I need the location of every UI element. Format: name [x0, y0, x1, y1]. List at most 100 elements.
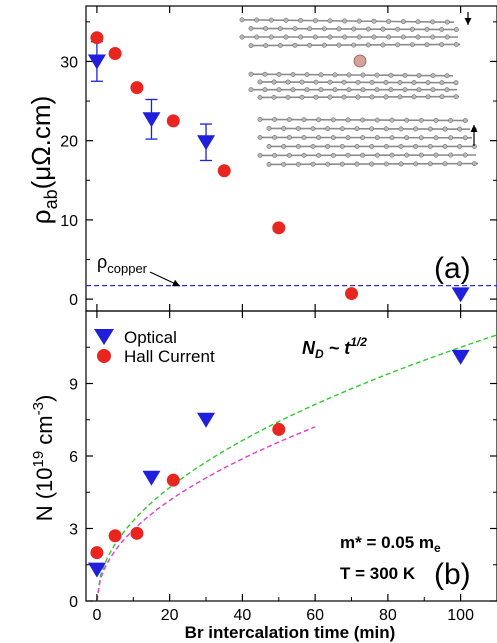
- inset-atom: [290, 72, 296, 77]
- inset-atom: [254, 17, 260, 23]
- inset-atom: [383, 126, 389, 132]
- inset-atom: [262, 71, 268, 77]
- inset-atom: [310, 126, 316, 132]
- inset-atom: [416, 73, 422, 78]
- inset-atom: [439, 80, 445, 86]
- inset-atom: [404, 135, 410, 141]
- inset-atom: [389, 135, 395, 141]
- inset-atom: [257, 79, 263, 85]
- inset-atom: [336, 42, 342, 48]
- inset-atom: [430, 19, 436, 25]
- a-hall-point: [345, 287, 359, 301]
- inset-atom: [330, 152, 336, 158]
- inset-atom: [374, 72, 380, 78]
- inset-atom: [442, 143, 448, 149]
- inset-atom: [257, 134, 263, 140]
- inset-atom: [283, 17, 289, 23]
- inset-atom: [402, 72, 408, 78]
- inset-atom: [371, 34, 377, 40]
- inset-atom: [277, 26, 283, 32]
- inset-atom: [383, 79, 389, 85]
- panel-a-ylabel: ρab(μΩ.cm): [26, 96, 61, 224]
- inset-atom: [411, 80, 417, 85]
- inset-atom: [383, 161, 389, 167]
- inset-atom: [413, 143, 419, 149]
- inset-atom: [332, 87, 338, 93]
- inset-atom: [257, 152, 263, 158]
- inset-atom: [271, 94, 277, 100]
- inset-atom: [263, 43, 269, 48]
- inset-atom: [286, 117, 292, 123]
- inset-atom: [411, 94, 417, 100]
- inset-atom: [360, 72, 366, 78]
- inset-atom: [427, 126, 433, 132]
- inset-atom: [444, 73, 450, 79]
- inset-atom: [341, 79, 347, 85]
- inset-atom: [462, 135, 468, 141]
- inset-atom: [346, 87, 352, 93]
- a-optical-point: [142, 112, 161, 128]
- inset-atom: [312, 34, 318, 40]
- inset-atom: [295, 161, 301, 167]
- inset-atom: [341, 94, 347, 100]
- inset-atom: [418, 135, 424, 141]
- a-ytick-label: 30: [60, 54, 78, 71]
- ylabel-a-units: (μΩ.cm): [26, 96, 56, 190]
- b-optical-point: [197, 412, 216, 428]
- b-xtick-label: 100: [447, 607, 474, 624]
- a-optical-point: [87, 54, 106, 70]
- inset-atom: [313, 94, 319, 100]
- inset-atom: [400, 34, 406, 40]
- inset-atom: [286, 135, 292, 140]
- b-hall-point: [166, 473, 180, 487]
- b-fit-curve: [96, 426, 316, 602]
- inset-atom: [313, 79, 319, 85]
- inset-atom: [321, 42, 327, 48]
- inset-atom: [283, 34, 289, 40]
- inset-atom: [339, 161, 345, 167]
- inset-atom: [374, 152, 380, 158]
- legend-hall-label: Hall Current: [124, 347, 215, 366]
- ylabel-a-base: ρ: [26, 209, 56, 224]
- inset-atom: [356, 34, 362, 40]
- inset-atom: [316, 135, 322, 140]
- inset-atom: [369, 143, 375, 149]
- b-hall-point: [130, 526, 144, 540]
- inset-atom: [416, 87, 422, 93]
- inset-atom: [327, 79, 333, 85]
- temp-annotation: T = 300 K: [340, 564, 416, 583]
- inset-atom: [266, 161, 272, 167]
- inset-atom: [462, 152, 468, 158]
- inset-atom: [398, 126, 404, 132]
- inset-atom: [281, 161, 287, 167]
- inset-atom: [266, 125, 272, 131]
- inset-atom: [286, 152, 292, 158]
- inset-atom: [299, 94, 305, 100]
- inset-atom: [457, 161, 463, 167]
- inset-atom: [318, 72, 324, 78]
- inset-atom: [290, 87, 296, 93]
- inset-atom: [386, 18, 392, 24]
- intercalant-atom: [353, 54, 367, 68]
- inset-atom: [388, 87, 394, 93]
- inset-atom: [457, 126, 463, 132]
- inset-atom: [285, 79, 291, 85]
- ref-label-base: ρ: [97, 252, 107, 272]
- b-optical-point: [451, 349, 470, 365]
- panel-a-label: (a): [434, 252, 471, 285]
- inset-atom: [453, 80, 459, 86]
- law-mid: ~: [324, 338, 345, 358]
- inset-atom: [369, 126, 375, 132]
- a-hall-point: [90, 31, 104, 45]
- b-fit-curve: [96, 334, 497, 602]
- ylabel-b-mid: cm: [32, 415, 57, 450]
- law-n: N: [302, 338, 316, 358]
- inset-atom: [374, 117, 380, 123]
- inset-atom: [409, 26, 415, 32]
- graphene-inset-image: [238, 8, 494, 178]
- inset-atom: [276, 71, 282, 77]
- a-hall-point: [217, 164, 231, 178]
- inset-atom: [312, 18, 318, 24]
